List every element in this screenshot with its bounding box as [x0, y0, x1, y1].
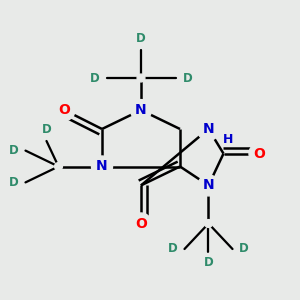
Text: N: N	[203, 178, 214, 192]
Text: H: H	[223, 133, 233, 146]
Text: D: D	[239, 242, 249, 256]
Text: D: D	[168, 242, 178, 256]
Text: N: N	[96, 160, 108, 173]
Circle shape	[200, 254, 217, 272]
Text: D: D	[136, 32, 146, 46]
Circle shape	[55, 163, 62, 170]
Circle shape	[235, 240, 253, 258]
Circle shape	[197, 118, 220, 140]
Text: N: N	[135, 103, 147, 117]
Circle shape	[130, 100, 152, 121]
Text: D: D	[9, 176, 19, 189]
Circle shape	[54, 100, 75, 121]
Circle shape	[5, 173, 23, 191]
Text: N: N	[203, 122, 214, 136]
Text: D: D	[42, 123, 51, 136]
Text: D: D	[9, 144, 19, 157]
Circle shape	[130, 213, 152, 234]
Circle shape	[132, 30, 150, 48]
Circle shape	[249, 143, 270, 164]
Circle shape	[85, 69, 103, 87]
Circle shape	[205, 220, 212, 227]
Text: D: D	[90, 71, 99, 85]
Text: D: D	[204, 256, 213, 269]
Circle shape	[92, 156, 112, 177]
Circle shape	[5, 142, 23, 160]
Text: O: O	[254, 147, 266, 160]
Circle shape	[198, 175, 219, 196]
Circle shape	[38, 121, 56, 139]
Text: D: D	[183, 71, 192, 85]
Text: O: O	[135, 217, 147, 230]
Text: O: O	[58, 103, 70, 117]
Circle shape	[164, 240, 182, 258]
Circle shape	[137, 74, 145, 82]
Circle shape	[178, 69, 196, 87]
